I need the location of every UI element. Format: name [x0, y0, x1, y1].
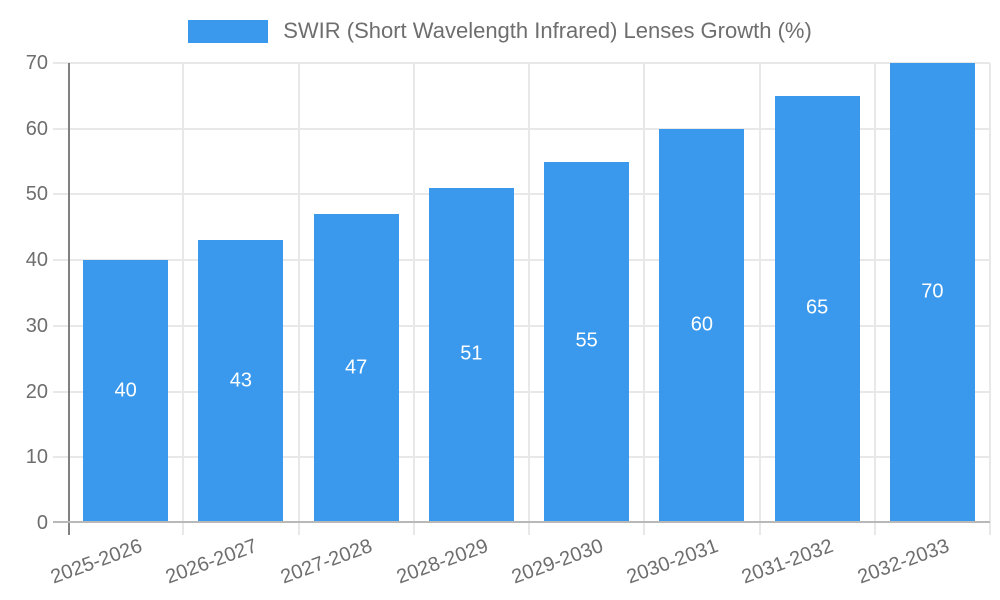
x-axis-label: 2032-2033 — [854, 535, 952, 589]
y-axis-tick-label: 40 — [25, 249, 48, 272]
x-axis-label: 2031-2032 — [739, 535, 837, 589]
h-gridline — [53, 456, 990, 459]
v-gridline — [297, 63, 300, 535]
x-axis-label: 2025-2026 — [47, 535, 146, 589]
x-axis-line — [53, 521, 990, 523]
bar-2031-2032[interactable]: 65 — [774, 95, 860, 521]
h-gridline — [53, 62, 990, 64]
h-gridline — [53, 324, 990, 327]
h-gridline — [53, 193, 990, 196]
v-gridline — [643, 63, 646, 535]
v-gridline — [989, 63, 991, 535]
bar-value-label: 60 — [690, 313, 713, 336]
bar-2028-2029[interactable]: 51 — [428, 187, 514, 521]
bar-value-label: 65 — [806, 296, 829, 319]
bar-value-label: 47 — [345, 356, 368, 379]
y-axis-line — [68, 63, 70, 535]
y-axis-tick-label: 0 — [36, 512, 48, 534]
v-gridline — [182, 63, 185, 535]
bar-value-label: 43 — [229, 369, 252, 392]
bar-2025-2026[interactable]: 40 — [83, 260, 169, 521]
y-axis-tick-label: 60 — [25, 117, 48, 140]
chart-title: SWIR (Short Wavelength Infrared) Lenses … — [283, 18, 812, 43]
v-gridline — [873, 63, 876, 535]
x-axis-label: 2027-2028 — [278, 535, 376, 589]
plot-area: 40 43 47 51 55 60 65 70 — [53, 62, 991, 535]
y-axis-tick-label: 70 — [25, 52, 48, 74]
chart-legend[interactable]: SWIR (Short Wavelength Infrared) Lenses … — [0, 18, 1000, 44]
v-gridline — [412, 63, 415, 535]
y-axis-tick-label: 10 — [25, 446, 48, 469]
bar-2030-2031[interactable]: 60 — [659, 128, 745, 521]
bar-2027-2028[interactable]: 47 — [313, 214, 399, 521]
bar-2032-2033[interactable]: 70 — [889, 63, 975, 521]
y-axis-tick-label: 30 — [25, 314, 48, 337]
x-axis-label: 2030-2031 — [623, 535, 722, 589]
bar-value-label: 55 — [575, 329, 598, 352]
bar-value-label: 40 — [114, 379, 137, 402]
h-gridline — [53, 127, 990, 130]
bar-2026-2027[interactable]: 43 — [198, 240, 284, 521]
h-gridline — [53, 390, 990, 393]
bar-2029-2030[interactable]: 55 — [544, 161, 630, 521]
bar-value-label: 51 — [460, 342, 483, 365]
y-axis-tick-label: 20 — [25, 380, 48, 403]
v-gridline — [528, 63, 530, 535]
v-gridline — [758, 63, 761, 535]
h-gridline — [53, 259, 990, 262]
x-axis-label: 2026-2027 — [162, 535, 261, 589]
bar-value-label: 70 — [921, 280, 944, 303]
legend-swatch — [188, 19, 269, 43]
x-axis-label: 2028-2029 — [393, 535, 491, 589]
y-axis-tick-label: 50 — [25, 183, 48, 206]
x-axis-label: 2029-2030 — [508, 535, 607, 589]
